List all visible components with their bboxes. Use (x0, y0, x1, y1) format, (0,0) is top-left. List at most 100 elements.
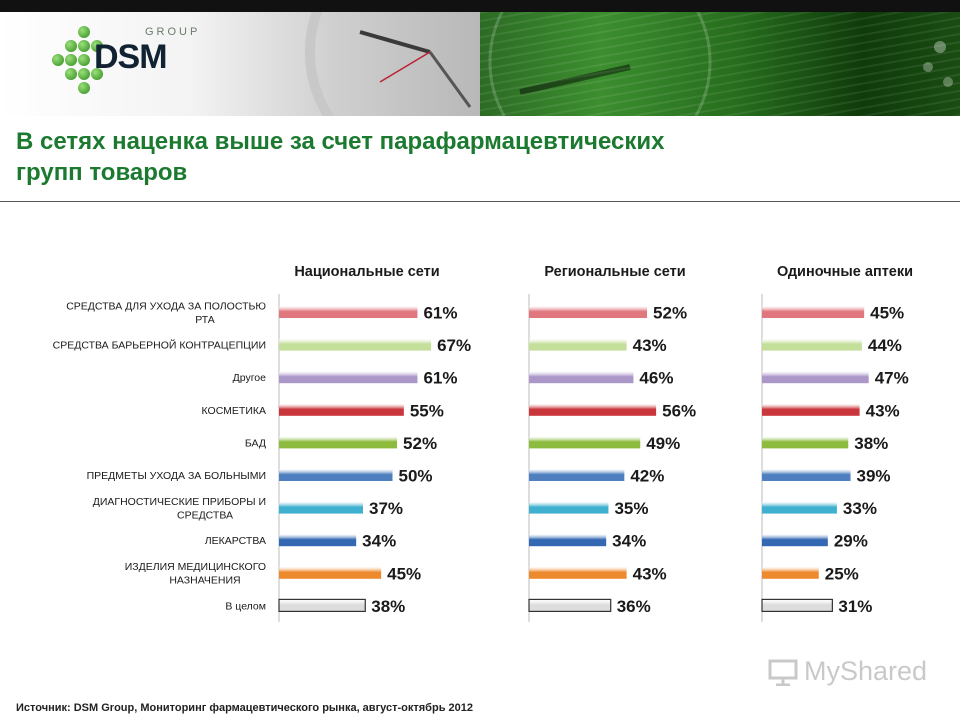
presentation-icon (768, 659, 798, 686)
category-label: СРЕДСТВА ДЛЯ УХОДА ЗА ПОЛОСТЬЮ (66, 300, 266, 312)
bar (762, 436, 849, 449)
bar (278, 598, 366, 612)
data-label: 50% (399, 467, 433, 486)
logo-dot (65, 40, 77, 52)
bar (528, 598, 612, 612)
bar (279, 306, 418, 318)
data-label: 39% (857, 467, 891, 486)
data-label: 56% (662, 401, 696, 420)
data-label: 43% (633, 564, 667, 583)
panel-title: Национальные сети (294, 264, 439, 280)
logo-dot (65, 68, 77, 80)
bar (279, 338, 432, 351)
data-label: 45% (387, 564, 421, 583)
logo-dot (91, 68, 103, 80)
data-label: 55% (410, 401, 444, 420)
data-label: 36% (617, 597, 651, 616)
page-title-line-2: групп товаров (16, 159, 188, 186)
bar (279, 501, 363, 514)
bar (761, 598, 833, 612)
bar (762, 469, 851, 481)
bar (762, 566, 819, 579)
data-label: 47% (875, 369, 909, 388)
category-label: В целом (225, 600, 266, 612)
bar (762, 403, 860, 416)
logo-dot (78, 26, 90, 38)
logo-dot (65, 54, 77, 66)
bar (762, 338, 862, 351)
bar (762, 534, 828, 547)
bar (279, 371, 418, 384)
data-label: 44% (868, 336, 902, 355)
banner-green-image (480, 12, 960, 116)
category-label: ПРЕДМЕТЫ УХОДА ЗА БОЛЬНЫМИ (87, 470, 266, 482)
data-label: 25% (825, 564, 859, 583)
data-label: 38% (371, 597, 405, 616)
logo-dot (78, 54, 90, 66)
bar (762, 306, 865, 318)
data-label: 29% (834, 532, 868, 551)
logo-group-text: GROUP (145, 26, 201, 38)
category-label: Другое (233, 372, 267, 384)
bar (279, 436, 398, 449)
category-label: БАД (245, 437, 266, 449)
bar (529, 566, 627, 579)
watermark-text: MyShared (804, 656, 928, 686)
panel-title: Одиночные аптеки (777, 264, 913, 280)
header-banner (0, 12, 960, 116)
data-label: 35% (614, 499, 648, 518)
page-title: В сетях наценка выше за счет парафармаце… (16, 126, 916, 188)
banner-stripes (480, 12, 960, 116)
data-label: 67% (437, 336, 471, 355)
data-label: 37% (369, 499, 403, 518)
bar (529, 469, 625, 481)
category-label: КОСМЕТИКА (202, 405, 266, 417)
category-label: СРЕДСТВА (177, 509, 233, 521)
logo-brand-text: DSM (94, 38, 168, 76)
category-label: РТА (195, 314, 215, 326)
markup-bar-chart: СРЕДСТВА ДЛЯ УХОДА ЗА ПОЛОСТЬЮ РТА СРЕДСТВ… (53, 264, 913, 622)
bar (279, 534, 357, 547)
data-label: 42% (630, 467, 664, 486)
bar (529, 371, 634, 384)
data-label: 31% (838, 597, 872, 616)
top-bar (0, 0, 960, 12)
data-label: 52% (403, 434, 437, 453)
data-label: 49% (646, 434, 680, 453)
logo-dot (78, 82, 90, 94)
bar (529, 534, 607, 547)
category-label: ЛЕКАРСТВА (205, 535, 266, 547)
data-label: 45% (870, 304, 904, 323)
data-label: 46% (639, 369, 673, 388)
bar (279, 566, 382, 579)
data-label: 52% (653, 304, 687, 323)
bar (529, 436, 641, 449)
category-label: ИЗДЕЛИЯ МЕДИЦИНСКОГО (125, 561, 266, 573)
data-label: 38% (854, 434, 888, 453)
category-label: НАЗНАЧЕНИЯ (169, 575, 240, 587)
category-label: СРЕДСТВА БАРЬЕРНОЙ КОНТРАЦЕПЦИИ (53, 339, 266, 352)
dsm-logo: GROUP DSM (52, 24, 197, 98)
bar (279, 403, 404, 416)
title-divider (0, 201, 960, 202)
data-label: 33% (843, 499, 877, 518)
logo-dot (91, 40, 103, 52)
logo-dot (78, 40, 90, 52)
source-note: Источник: DSM Group, Мониторинг фармацев… (16, 702, 473, 714)
bar (529, 306, 648, 318)
data-label: 43% (633, 336, 667, 355)
data-label: 61% (423, 304, 457, 323)
bar (762, 501, 837, 514)
bar (529, 403, 657, 416)
logo-dot (78, 68, 90, 80)
bar (529, 501, 609, 514)
category-label: ДИАГНОСТИЧЕСКИЕ ПРИБОРЫ И (93, 496, 266, 508)
bar (529, 338, 627, 351)
data-label: 61% (423, 369, 457, 388)
page-title-line-1: В сетях наценка выше за счет парафармаце… (16, 128, 665, 155)
data-label: 43% (866, 401, 900, 420)
panel-title: Региональные сети (544, 264, 685, 280)
data-label: 34% (362, 532, 396, 551)
green-clock-graphic (488, 12, 953, 116)
bar (279, 469, 393, 481)
